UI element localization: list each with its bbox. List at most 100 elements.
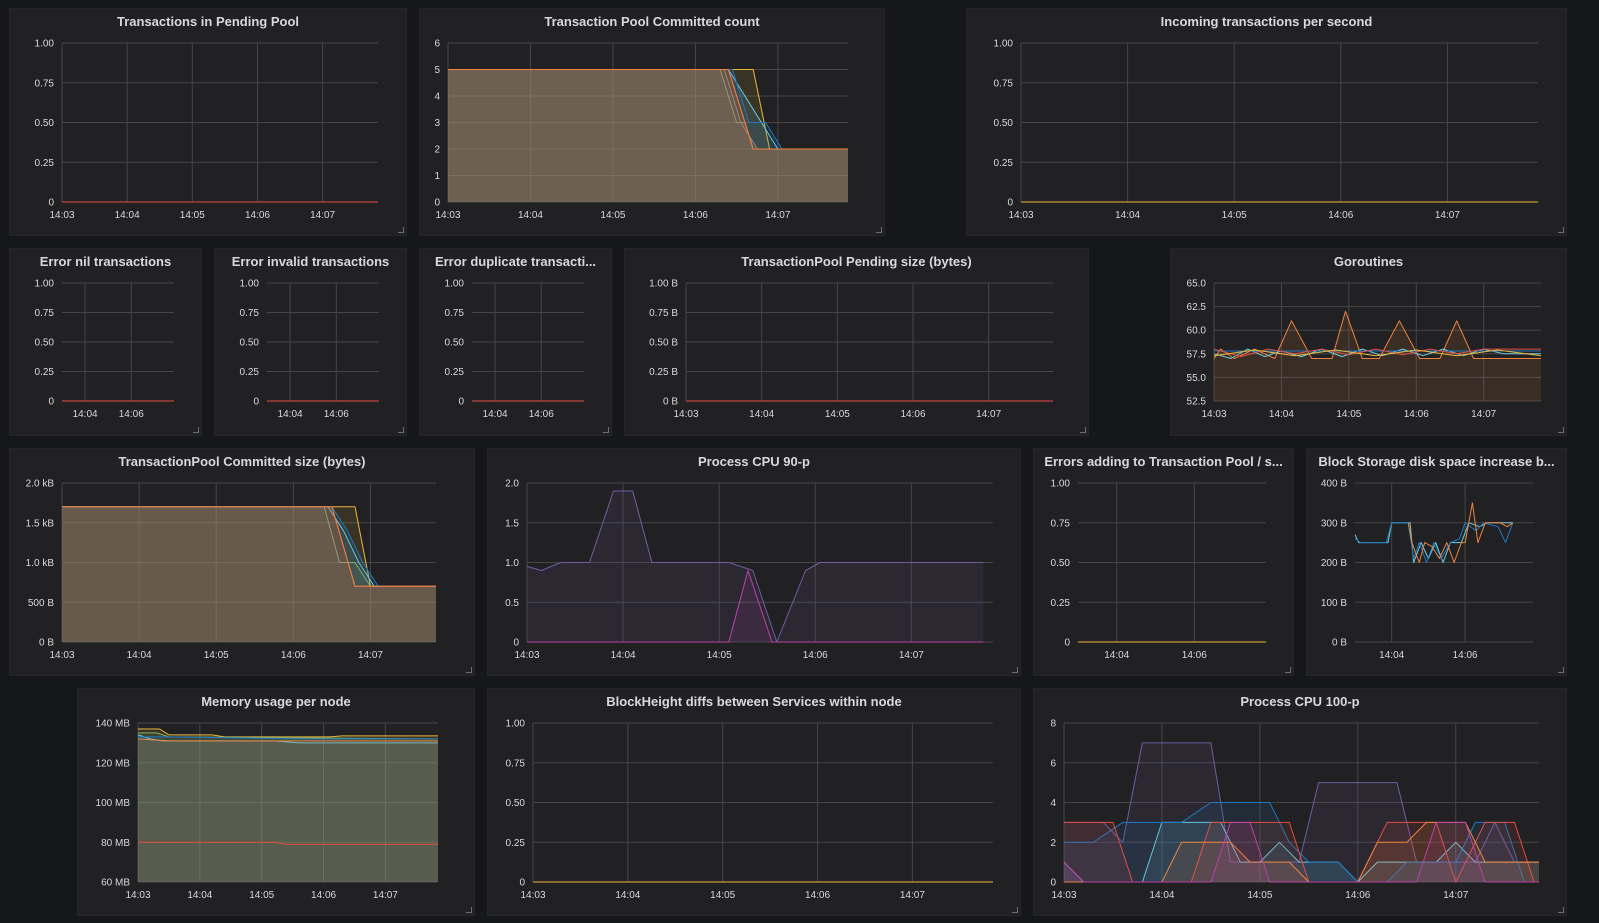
x-tick-label: 14:07 bbox=[1435, 210, 1460, 221]
panel-pending-pool[interactable]: Transactions in Pending Pool 1.00 0.75 0.5… bbox=[9, 8, 407, 236]
resize-handle[interactable] bbox=[603, 427, 609, 433]
chart-pending-size: 1.00 B 0.75 B 0.50 B 0.25 B 0 B14:03 14:04 14:… bbox=[649, 279, 1053, 420]
series-area-1 bbox=[448, 69, 848, 202]
y-tick-label: 0.50 bbox=[994, 118, 1014, 129]
y-tick-label: 1.00 bbox=[1051, 479, 1071, 490]
series-area-4 bbox=[62, 506, 436, 642]
panel-incoming-tps[interactable]: Incoming transactions per second 1.00 0.7… bbox=[966, 8, 1567, 236]
panel-block-storage[interactable]: Block Storage disk space increase b... 4… bbox=[1306, 448, 1567, 676]
y-tick-label: 0 B bbox=[39, 638, 54, 649]
panel-error-invalid[interactable]: Error invalid transactions 1.00 0.75 0.50 0… bbox=[214, 248, 407, 436]
panel-memory[interactable]: Memory usage per node 140 MB 120 MB 100 MB… bbox=[77, 688, 475, 916]
x-tick-label: 14:03 bbox=[49, 210, 74, 221]
resize-handle[interactable] bbox=[193, 427, 199, 433]
y-tick-label: 0.50 bbox=[506, 798, 526, 809]
resize-handle[interactable] bbox=[1080, 427, 1086, 433]
series-line-3 bbox=[1213, 348, 1541, 358]
resize-handle[interactable] bbox=[876, 227, 882, 233]
y-tick-label: 0.75 bbox=[445, 308, 465, 319]
resize-handle[interactable] bbox=[466, 667, 472, 673]
y-tick-label: 60.0 bbox=[1187, 326, 1207, 337]
x-tick-label: 14:04 bbox=[518, 210, 543, 221]
panel-cpu-90[interactable]: Process CPU 90-p 2.0 1.5 1.0 0.5 0 14:03 14:04… bbox=[487, 448, 1021, 676]
x-tick-label: 14:03 bbox=[1051, 890, 1076, 901]
series-area-0 bbox=[527, 491, 984, 642]
y-tick-label: 0.50 bbox=[35, 338, 55, 349]
y-tick-label: 1.00 B bbox=[649, 279, 678, 290]
x-tick-label: 14:04 bbox=[187, 890, 212, 901]
x-tick-label: 14:07 bbox=[310, 210, 335, 221]
y-tick-label: 0.50 B bbox=[649, 338, 678, 349]
series-area-1 bbox=[62, 506, 436, 642]
resize-handle[interactable] bbox=[398, 227, 404, 233]
y-tick-label: 0 bbox=[1007, 198, 1013, 209]
y-tick-label: 300 B bbox=[1321, 518, 1347, 529]
series-line-2 bbox=[1407, 502, 1514, 563]
x-tick-label: 14:05 bbox=[825, 409, 850, 420]
x-tick-label: 14:05 bbox=[1247, 890, 1272, 901]
y-tick-label: 0.75 B bbox=[649, 308, 678, 319]
series-line-1 bbox=[1354, 522, 1514, 563]
y-tick-label: 0.50 bbox=[240, 338, 260, 349]
panel-cpu-100[interactable]: Process CPU 100-p 8 6 4 2 0 14:03 14:04 14:05 14… bbox=[1033, 688, 1567, 916]
resize-handle[interactable] bbox=[398, 427, 404, 433]
x-tick-label: 14:03 bbox=[520, 890, 545, 901]
x-tick-label: 14:06 bbox=[281, 650, 306, 661]
series-area-1 bbox=[1064, 822, 1539, 882]
y-tick-label: 100 MB bbox=[96, 798, 131, 809]
panel-goroutines[interactable]: Goroutines 65.0 62.5 60.0 57.5 55.0 52.5 14:03… bbox=[1170, 248, 1567, 436]
y-tick-label: 2 bbox=[434, 145, 440, 156]
series-area-0 bbox=[62, 506, 436, 642]
resize-handle[interactable] bbox=[1012, 667, 1018, 673]
x-tick-label: 14:06 bbox=[1345, 890, 1370, 901]
y-tick-label: 0 bbox=[513, 638, 519, 649]
panel-committed-size[interactable]: TransactionPool Committed size (bytes) 2… bbox=[9, 448, 475, 676]
resize-handle[interactable] bbox=[1285, 667, 1291, 673]
resize-handle[interactable] bbox=[1558, 427, 1564, 433]
x-tick-label: 14:06 bbox=[900, 409, 925, 420]
resize-handle[interactable] bbox=[466, 907, 472, 913]
chart-error-nil: 1.00 0.75 0.50 0.25 0 14:04 14:06 bbox=[35, 279, 174, 420]
panel-pending-size[interactable]: TransactionPool Pending size (bytes) 1.0… bbox=[624, 248, 1089, 436]
x-tick-label: 14:06 bbox=[1182, 650, 1207, 661]
x-tick-label: 14:06 bbox=[805, 890, 830, 901]
panel-error-duplicate[interactable]: Error duplicate transacti... 1.00 0.75 0.5… bbox=[419, 248, 612, 436]
resize-handle[interactable] bbox=[1012, 907, 1018, 913]
y-tick-label: 0.5 bbox=[505, 598, 519, 609]
y-tick-label: 0.25 bbox=[994, 158, 1014, 169]
panel-blockheight[interactable]: BlockHeight diffs between Services withi… bbox=[487, 688, 1021, 916]
y-tick-label: 57.5 bbox=[1187, 349, 1207, 360]
y-tick-label: 0 bbox=[48, 397, 54, 408]
panel-errors-adding[interactable]: Errors adding to Transaction Pool / s...… bbox=[1033, 448, 1294, 676]
x-tick-label: 14:07 bbox=[976, 409, 1001, 420]
x-tick-label: 14:06 bbox=[529, 409, 554, 420]
y-tick-label: 0 bbox=[48, 198, 54, 209]
x-tick-label: 14:03 bbox=[1008, 210, 1033, 221]
x-tick-label: 14:04 bbox=[1104, 650, 1129, 661]
y-tick-label: 1.00 bbox=[35, 39, 55, 50]
resize-handle[interactable] bbox=[1558, 907, 1564, 913]
y-tick-label: 0.75 bbox=[506, 758, 526, 769]
series-area-2 bbox=[138, 734, 438, 882]
resize-handle[interactable] bbox=[1558, 667, 1564, 673]
y-tick-label: 1.00 bbox=[445, 279, 465, 290]
y-tick-label: 140 MB bbox=[96, 719, 131, 730]
x-tick-label: 14:06 bbox=[324, 409, 349, 420]
series-area-3 bbox=[62, 506, 436, 642]
x-tick-label: 14:06 bbox=[119, 409, 144, 420]
x-tick-label: 14:06 bbox=[1404, 409, 1429, 420]
series-area-3 bbox=[448, 69, 848, 202]
y-tick-label: 0.25 bbox=[445, 367, 465, 378]
series-line-4 bbox=[137, 738, 438, 742]
chart-incoming-tps: 1.00 0.75 0.50 0.25 014:03 14:04 14:05 14:06 14:… bbox=[994, 39, 1538, 221]
x-tick-label: 14:05 bbox=[180, 210, 205, 221]
resize-handle[interactable] bbox=[1558, 227, 1564, 233]
y-tick-label: 1.5 bbox=[505, 518, 519, 529]
panel-error-nil[interactable]: Error nil transactions 1.00 0.75 0.50 0.25 0… bbox=[9, 248, 202, 436]
x-tick-label: 14:07 bbox=[1443, 890, 1468, 901]
chart-cpu-100: 8 6 4 2 014:03 14:04 14:05 14:06 14:07 bbox=[1050, 719, 1539, 901]
series-area-5 bbox=[448, 69, 848, 202]
x-tick-label: 14:04 bbox=[483, 409, 508, 420]
